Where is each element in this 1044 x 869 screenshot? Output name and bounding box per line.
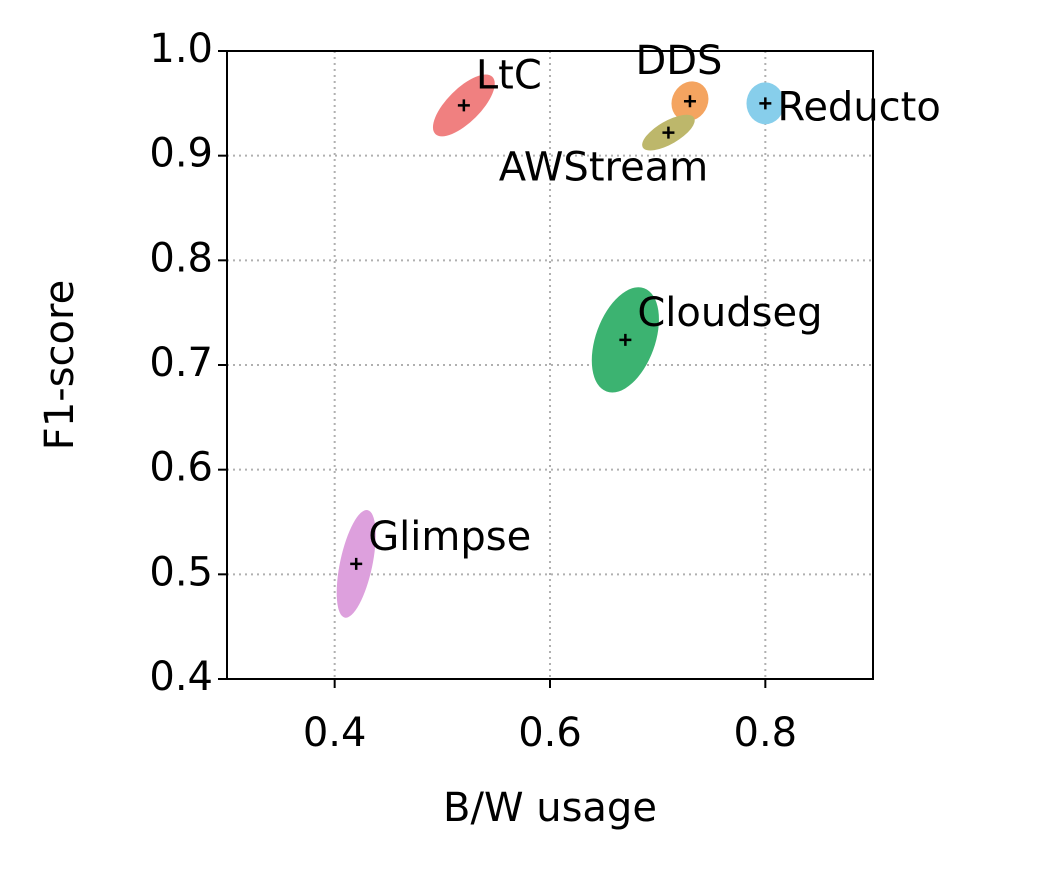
x-tick-label: 0.4 — [303, 710, 367, 756]
y-tick-label: 0.9 — [149, 131, 213, 177]
x-tick-label: 0.8 — [734, 710, 798, 756]
y-tick-label: 0.5 — [149, 549, 213, 595]
point-marker — [619, 333, 632, 346]
x-axis-label: B/W usage — [443, 785, 657, 831]
point-marker — [457, 99, 470, 112]
point-label: Reducto — [777, 84, 941, 130]
y-tick-label: 0.6 — [149, 445, 213, 491]
point-label: DDS — [635, 38, 722, 84]
point-marker — [759, 97, 772, 110]
point-marker — [350, 557, 363, 570]
point-label: AWStream — [499, 145, 708, 191]
y-tick-label: 0.8 — [149, 235, 213, 281]
point-label: LtC — [476, 52, 542, 98]
plot-frame — [226, 50, 874, 680]
y-axis-label: F1-score — [37, 280, 83, 450]
y-tick-label: 0.7 — [149, 340, 213, 386]
y-tick-label: 0.4 — [149, 654, 213, 700]
x-tick-label: 0.6 — [518, 710, 582, 756]
point-marker — [662, 126, 675, 139]
point-marker — [683, 95, 696, 108]
point-label: Glimpse — [368, 514, 531, 560]
y-tick-label: 1.0 — [149, 26, 213, 72]
point-label: Cloudseg — [637, 290, 822, 336]
